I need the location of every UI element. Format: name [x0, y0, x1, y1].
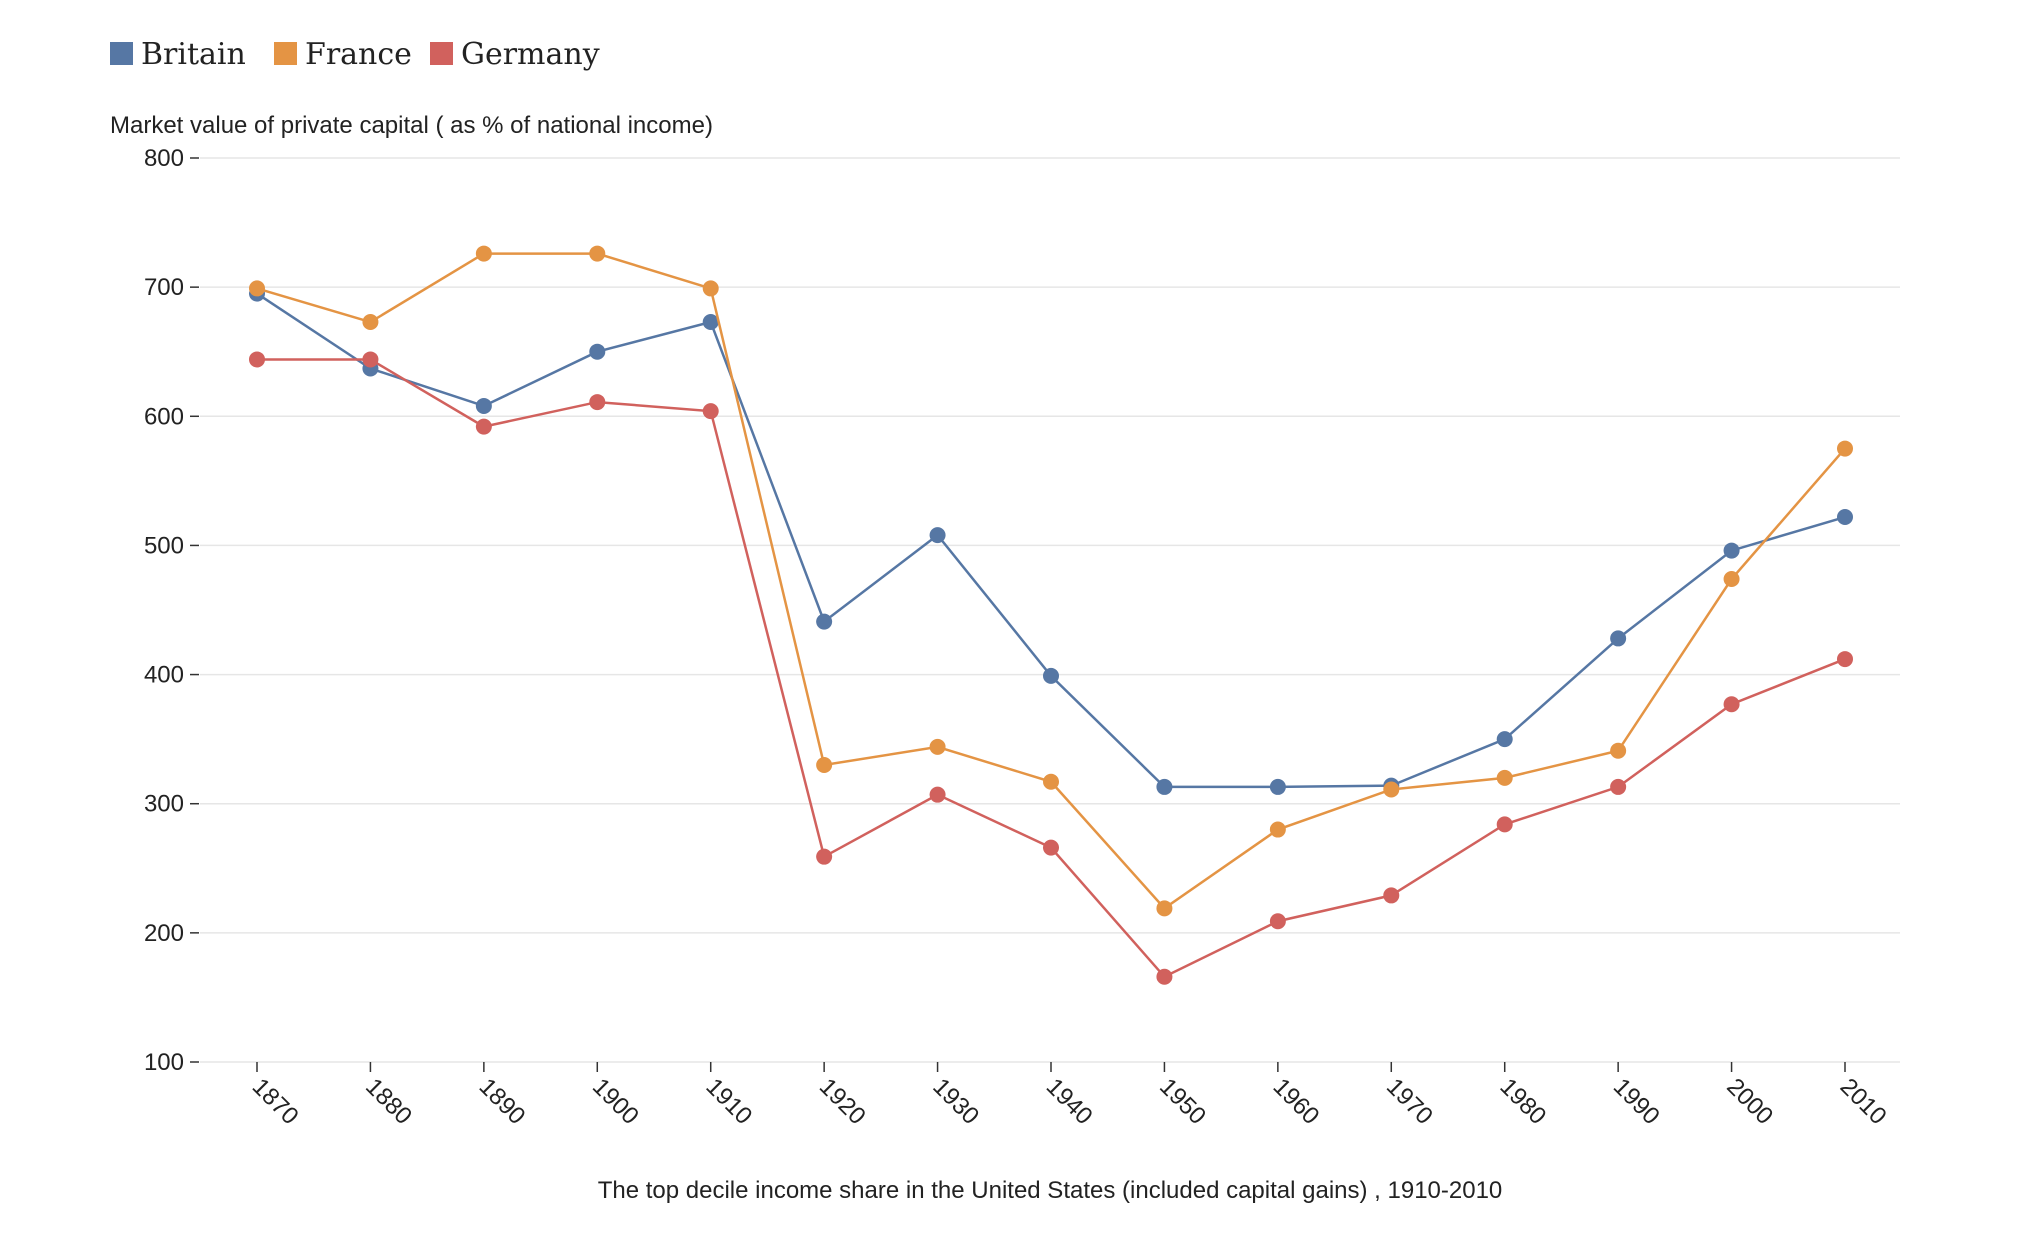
y-tick-label: 200 — [144, 920, 184, 947]
data-point[interactable] — [475, 418, 492, 435]
data-point[interactable] — [1156, 778, 1173, 795]
data-point[interactable] — [1156, 968, 1173, 985]
x-tick-label: 2010 — [1835, 1073, 1892, 1130]
data-point[interactable] — [1723, 696, 1740, 713]
legend: Britain France Germany — [110, 37, 600, 72]
data-point[interactable] — [362, 351, 379, 368]
x-tick-label: 1870 — [247, 1073, 304, 1130]
x-tick-label: 1910 — [700, 1073, 757, 1130]
y-tick-label: 700 — [144, 274, 184, 301]
series-line — [256, 252, 1846, 910]
legend-item-france[interactable]: France — [274, 37, 412, 72]
y-tick-label: 300 — [144, 791, 184, 818]
x-tick-label: 1960 — [1268, 1073, 1325, 1130]
x-tick-label: 1990 — [1608, 1073, 1665, 1130]
data-point[interactable] — [249, 280, 265, 297]
x-tick-label: 1890 — [474, 1073, 531, 1130]
data-point[interactable] — [816, 756, 833, 773]
legend-swatch — [274, 42, 297, 65]
data-point[interactable] — [362, 314, 379, 331]
data-point[interactable] — [1156, 900, 1173, 917]
data-point[interactable] — [249, 351, 265, 368]
data-point[interactable] — [1383, 781, 1400, 798]
series-germany — [249, 351, 1853, 985]
legend-label: Germany — [461, 37, 600, 72]
data-point[interactable] — [702, 403, 719, 420]
data-point[interactable] — [702, 314, 719, 331]
y-tick-label: 600 — [144, 403, 184, 430]
x-tick-label: 1950 — [1154, 1073, 1211, 1130]
data-point[interactable] — [929, 786, 946, 803]
series-line — [256, 292, 1846, 789]
data-point[interactable] — [1269, 778, 1286, 795]
y-tick-label: 100 — [144, 1049, 184, 1076]
y-axis: 100 200 300 400 500 600 700 800 — [144, 145, 199, 1076]
data-point[interactable] — [1610, 630, 1627, 647]
data-point[interactable] — [1043, 839, 1059, 856]
data-point[interactable] — [1837, 440, 1853, 457]
data-point[interactable] — [929, 527, 946, 544]
data-point[interactable] — [1383, 887, 1400, 904]
y-axis-title: Market value of private capital ( as % o… — [110, 112, 713, 139]
data-point[interactable] — [1496, 769, 1513, 786]
series-france — [249, 245, 1853, 917]
data-point[interactable] — [1610, 778, 1627, 795]
data-point[interactable] — [1837, 651, 1853, 668]
data-point[interactable] — [816, 848, 833, 865]
x-tick-label: 1930 — [927, 1073, 984, 1130]
data-point[interactable] — [1610, 742, 1627, 759]
data-point[interactable] — [589, 343, 606, 360]
data-point[interactable] — [1837, 509, 1853, 526]
data-point[interactable] — [1723, 571, 1740, 588]
legend-swatch — [110, 42, 133, 65]
y-tick-label: 800 — [144, 145, 184, 172]
data-point[interactable] — [1496, 816, 1513, 833]
data-point[interactable] — [589, 245, 606, 262]
series-britain — [249, 285, 1853, 795]
data-point[interactable] — [702, 280, 719, 297]
data-point[interactable] — [475, 397, 492, 414]
legend-item-germany[interactable]: Germany — [430, 37, 600, 72]
legend-swatch — [430, 42, 453, 65]
data-point[interactable] — [1496, 731, 1513, 748]
y-tick-label: 400 — [144, 662, 184, 689]
series-layer — [249, 245, 1853, 985]
legend-item-britain[interactable]: Britain — [110, 37, 246, 72]
x-tick-label: 1980 — [1494, 1073, 1551, 1130]
x-tick-label: 1900 — [587, 1073, 644, 1130]
x-axis: 1870 1880 1890 1900 1910 1920 1930 1940 1950 1960… — [247, 1062, 1892, 1130]
data-point[interactable] — [1269, 821, 1286, 838]
data-point[interactable] — [1043, 667, 1059, 684]
legend-label: France — [305, 37, 412, 72]
data-point[interactable] — [1723, 542, 1740, 559]
x-tick-label: 1940 — [1041, 1073, 1098, 1130]
data-point[interactable] — [1043, 773, 1059, 790]
gridlines — [200, 157, 1900, 1063]
data-point[interactable] — [1269, 913, 1286, 930]
data-point[interactable] — [816, 613, 833, 630]
data-point[interactable] — [589, 394, 606, 411]
data-point[interactable] — [475, 245, 492, 262]
x-tick-label: 1880 — [360, 1073, 417, 1130]
x-axis-title: The top decile income share in the Unite… — [598, 1177, 1503, 1204]
legend-label: Britain — [141, 37, 246, 72]
data-point[interactable] — [929, 738, 946, 755]
x-tick-label: 1920 — [814, 1073, 871, 1130]
x-tick-label: 1970 — [1381, 1073, 1438, 1130]
x-tick-label: 2000 — [1721, 1073, 1778, 1130]
y-tick-label: 500 — [144, 532, 184, 559]
